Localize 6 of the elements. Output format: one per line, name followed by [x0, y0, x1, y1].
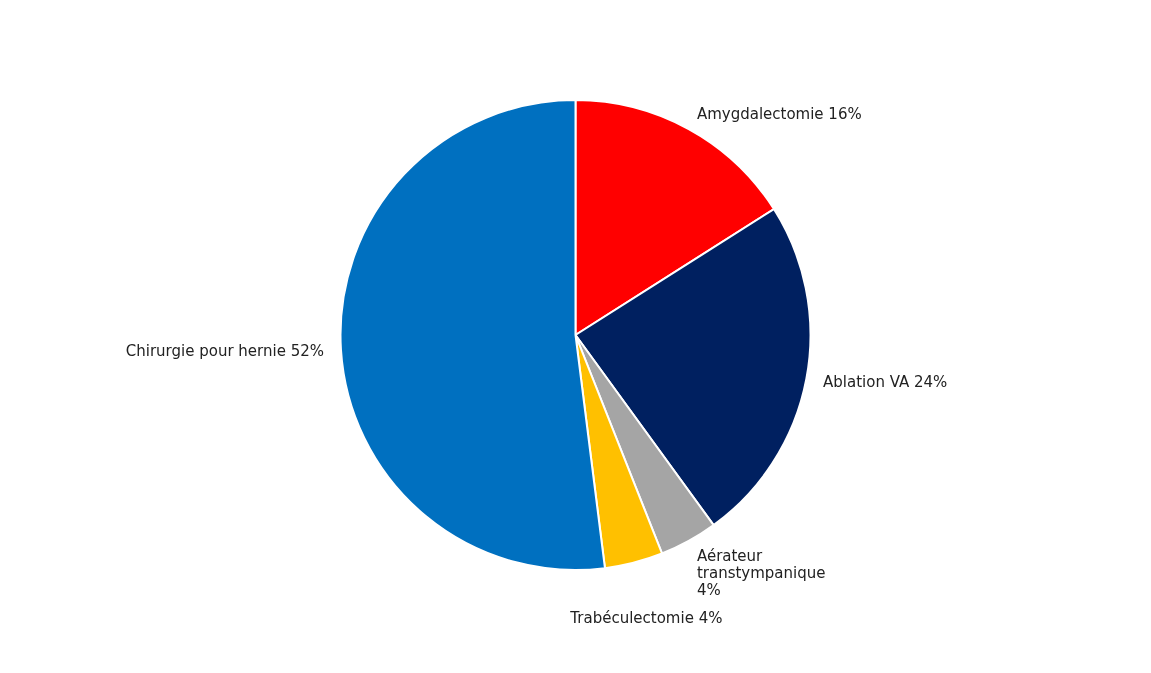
slice-label: Amygdalectomie 16% [696, 105, 862, 124]
data-label: 4% [696, 580, 721, 599]
slice-label: Aérateur transtympanique [696, 546, 826, 582]
slice-label: Trabéculectomie 4% [569, 609, 723, 628]
slice-label: Chirurgie pour hernie 52% [125, 341, 324, 360]
slice-label: Ablation VA 24% [823, 373, 948, 392]
